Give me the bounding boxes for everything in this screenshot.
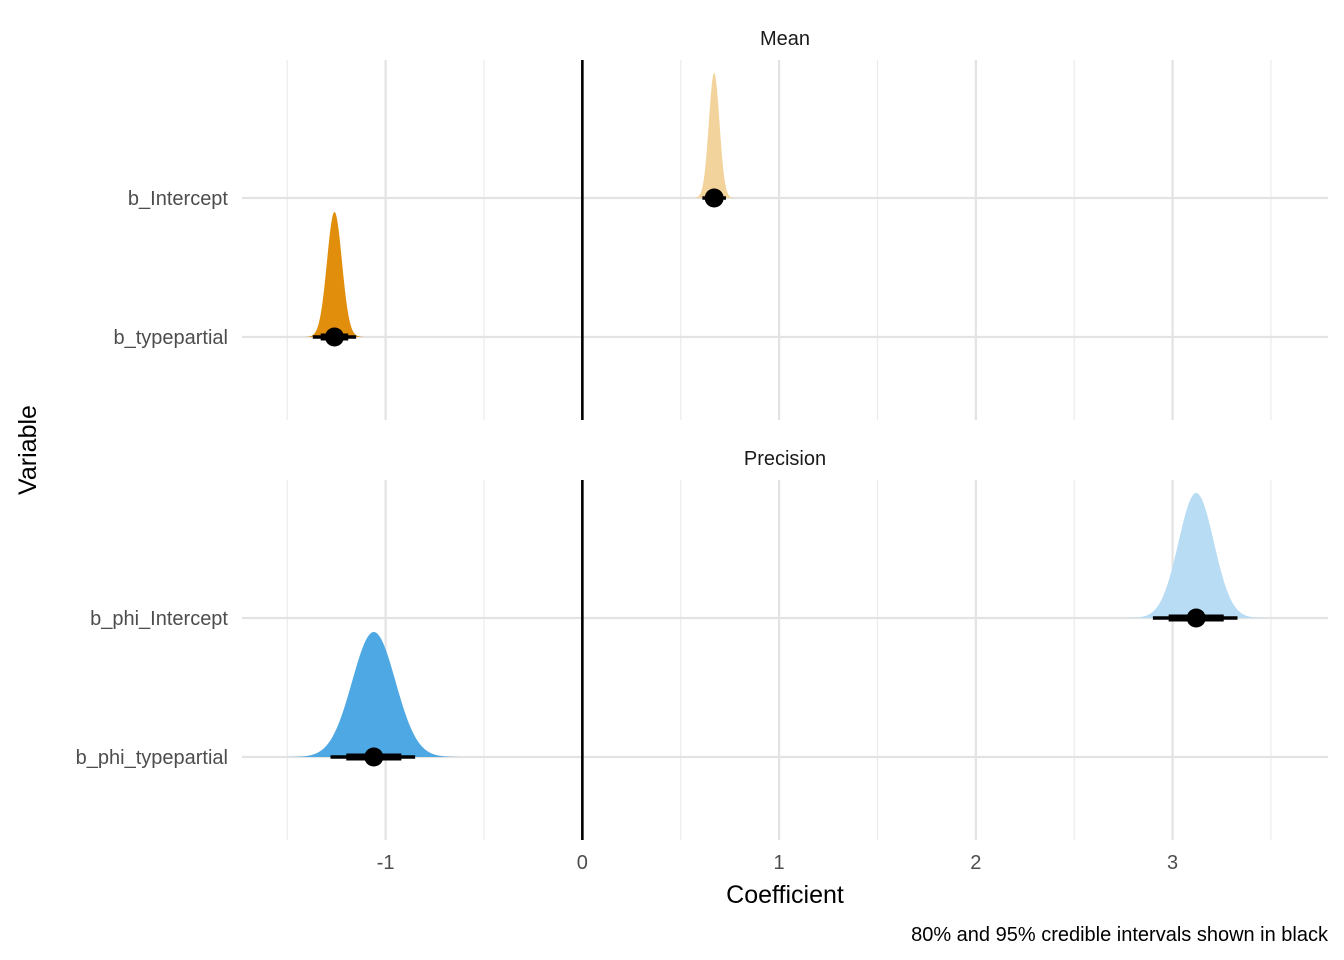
density-b_Intercept xyxy=(692,73,736,198)
y-axis-title: Variable xyxy=(14,405,42,495)
panel-1: Precision b_phi_Intercept b_phi_typepartia… xyxy=(76,448,1328,840)
y-tick-label: b_phi_Intercept xyxy=(90,608,228,630)
x-axis-title: Coefficient xyxy=(726,881,844,909)
x-tick-label: -1 xyxy=(377,852,395,874)
estimate-point-b_typepartial xyxy=(324,327,344,347)
density-b_phi_Intercept xyxy=(1125,493,1268,618)
density-b_typepartial xyxy=(304,212,365,337)
panel-0: Mean b_Intercept b_typepartial xyxy=(113,28,1328,420)
estimate-point-b_phi_typepartial xyxy=(364,747,384,767)
x-tick-label: 1 xyxy=(774,852,785,874)
x-tick-label: 2 xyxy=(970,852,981,874)
y-tick-label: b_typepartial xyxy=(113,327,228,349)
x-tick-label: 0 xyxy=(577,852,588,874)
y-tick-label: b_Intercept xyxy=(128,188,229,210)
caption: 80% and 95% credible intervals shown in … xyxy=(911,924,1329,946)
panel-title: Mean xyxy=(760,28,810,50)
x-tick-label: 3 xyxy=(1167,852,1178,874)
estimate-point-b_phi_Intercept xyxy=(1186,608,1206,628)
panel-title: Precision xyxy=(744,448,826,470)
panels-layer: Mean b_Intercept b_typepartial Precision b_p… xyxy=(76,28,1328,874)
estimate-point-b_Intercept xyxy=(704,188,724,208)
y-tick-label: b_phi_typepartial xyxy=(76,747,228,769)
density-b_phi_typepartial xyxy=(287,632,461,757)
